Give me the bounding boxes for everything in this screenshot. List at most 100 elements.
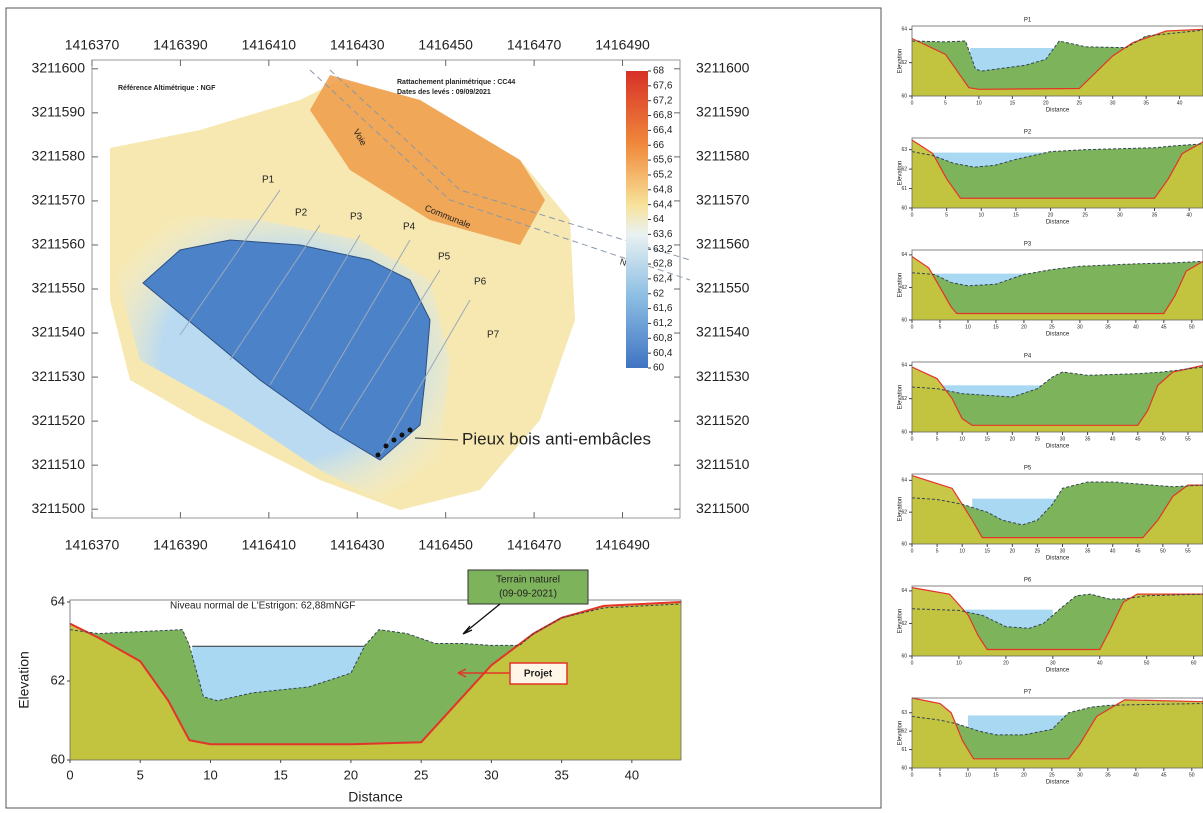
profile-line	[229, 224, 321, 361]
legend-label: 66,4	[653, 125, 673, 136]
x-tick-label: 10	[959, 548, 965, 554]
profile-label: P6	[474, 277, 487, 288]
x-axis-label: Distance	[1046, 444, 1070, 450]
y-tick-label: 3211590	[696, 104, 750, 120]
plot-frame	[69, 599, 682, 761]
x-tick-label: 35	[1085, 436, 1091, 442]
x-tick-label: 10	[965, 772, 971, 778]
y-tick-label: 3211500	[696, 500, 750, 516]
x-tick-label: 1416470	[507, 37, 562, 53]
y-axis-label: Elevation	[898, 497, 904, 522]
terrain-line	[911, 29, 1203, 72]
y-tick-label: 3211550	[696, 280, 750, 296]
x-tick-label: 15	[993, 324, 999, 330]
terrain-label: Terrain naturel	[496, 575, 560, 586]
terrain-line	[911, 703, 1203, 736]
legend-label: 63,6	[653, 229, 673, 240]
pile	[407, 427, 413, 433]
x-axis-label: Distance	[1046, 220, 1070, 226]
legend-label: 67,6	[653, 80, 673, 91]
y-tick-label: 63	[901, 147, 907, 153]
x-tick-label: 20	[1048, 212, 1054, 218]
x-tick-label: 5	[945, 212, 948, 218]
y-tick-label: 62	[901, 396, 907, 402]
pile	[391, 437, 397, 443]
y-axis-label: Elevation	[898, 609, 904, 634]
y-tick-label: 3211560	[696, 236, 750, 252]
reference: Référence Altimétrique : NGF	[118, 85, 216, 92]
x-tick-label: 1416370	[65, 37, 120, 53]
x-tick-label: 1416450	[418, 537, 473, 553]
project-line	[911, 139, 1203, 199]
project-line	[911, 697, 1203, 760]
plot-frame	[911, 585, 1203, 657]
x-tick-label: 5	[936, 548, 939, 554]
x-tick-label: 25	[1082, 212, 1088, 218]
y-tick-label: 3211540	[32, 324, 86, 340]
project-label: Projet	[524, 669, 553, 680]
y-tick-label: 62	[901, 728, 907, 734]
y-tick-label: 62	[901, 60, 907, 66]
project-line	[911, 364, 1203, 426]
legend-label: 61,6	[653, 303, 673, 314]
y-axis-label: Elevation	[898, 721, 904, 746]
y-tick-label: 60	[901, 541, 907, 547]
terrain-area	[912, 367, 1203, 432]
x-tick-label: 5	[137, 767, 144, 782]
x-tick-label: 25	[414, 767, 428, 782]
terrain-area	[912, 261, 1203, 320]
x-tick-label: 10	[976, 100, 982, 106]
x-tick-label: 60	[1191, 660, 1197, 666]
y-tick-label: 3211540	[696, 324, 750, 340]
x-tick-label: 45	[1135, 548, 1141, 554]
x-tick-label: 20	[1003, 660, 1009, 666]
project-line	[69, 600, 682, 746]
y-tick-label: 64	[901, 27, 907, 33]
x-tick-label: 35	[1152, 212, 1158, 218]
project-line	[911, 587, 1203, 651]
terrain-line	[911, 260, 1203, 287]
y-tick-label: 3211600	[32, 60, 86, 76]
survey-dates: Dates des levés : 09/09/2021	[397, 89, 491, 96]
y-tick-label: 3211560	[32, 236, 86, 252]
legend-label: 61,2	[653, 318, 673, 329]
y-tick-label: 63	[901, 710, 907, 716]
y-tick-label: 61	[901, 747, 907, 753]
legend-label: 64	[653, 214, 665, 225]
x-tick-label: 1416410	[242, 37, 297, 53]
x-tick-label: 0	[911, 660, 914, 666]
profile-line	[379, 299, 471, 456]
x-axis-label: Distance	[1046, 108, 1070, 114]
profile-label: P3	[350, 212, 363, 223]
y-tick-label: 64	[901, 588, 907, 594]
y-tick-label: 3211510	[32, 456, 86, 472]
project-area	[912, 475, 1203, 544]
profile-title: P7	[1024, 690, 1032, 696]
water-level-label: Niveau normal de L'Estrigon: 62,88mNGF	[170, 601, 355, 612]
x-tick-label: 25	[1035, 436, 1041, 442]
profile-label: P2	[295, 208, 308, 219]
plot-frame	[911, 25, 1203, 97]
x-tick-label: 55	[1185, 548, 1191, 554]
x-tick-label: 0	[911, 212, 914, 218]
y-tick-label: 3211550	[32, 280, 86, 296]
x-tick-label: 15	[1013, 212, 1019, 218]
y-tick-label: 62	[51, 672, 65, 687]
terrain-line	[911, 593, 1203, 629]
y-tick-label: 3211580	[696, 148, 750, 164]
y-tick-label: 60	[901, 653, 907, 659]
y-tick-label: 64	[901, 252, 907, 258]
legend-label: 66,8	[653, 110, 673, 121]
colorbar	[626, 71, 648, 368]
x-tick-label: 20	[1021, 772, 1027, 778]
x-tick-label: 25	[1035, 548, 1041, 554]
terrain-area	[912, 143, 1203, 208]
road-edge	[309, 69, 691, 281]
legend-label: 63,2	[653, 244, 673, 255]
legend-label: 62	[653, 288, 665, 299]
profile-title: P3	[1024, 242, 1032, 248]
y-axis-label: Elevation	[898, 49, 904, 74]
project-area	[912, 139, 1203, 208]
x-tick-label: 15	[984, 548, 990, 554]
y-axis-label: Elevation	[16, 651, 32, 709]
